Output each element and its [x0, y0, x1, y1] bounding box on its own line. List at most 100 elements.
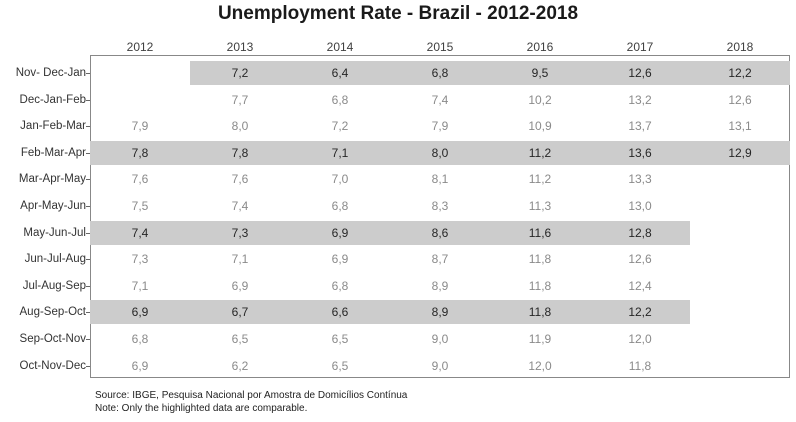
table-cell: 6,9	[131, 305, 149, 320]
table-cell: 6,9	[331, 252, 349, 267]
row-tick	[86, 73, 90, 74]
row-header: Oct-Nov-Dec	[19, 359, 86, 372]
table-cell: 12,2	[628, 305, 652, 320]
row-header: Mar-Apr-May	[18, 173, 86, 186]
table-cell: 7,4	[231, 199, 249, 213]
row-tick	[86, 339, 90, 340]
table-cell: 6,6	[331, 305, 349, 320]
table-cell: 8,3	[431, 199, 449, 213]
column-header: 2016	[526, 40, 554, 54]
table-cell: 12,8	[628, 225, 652, 240]
row-tick	[86, 206, 90, 207]
row-tick	[86, 126, 90, 128]
table-top-border	[90, 55, 790, 56]
row-tick	[86, 99, 90, 101]
table-cell: 12,6	[628, 66, 652, 80]
highlight-band	[90, 300, 690, 325]
table-cell: 11,3	[528, 199, 552, 213]
highlight-band	[90, 220, 690, 245]
table-cell: 8,7	[431, 252, 449, 267]
table-cell: 6,9	[231, 278, 249, 293]
table-cell: 7,9	[131, 119, 149, 134]
table-cell: 7,4	[131, 225, 149, 240]
row-header: Dec-Jan-Feb	[19, 93, 86, 106]
table-cell: 13,1	[728, 119, 752, 134]
table-cell: 6,9	[331, 225, 349, 240]
table-cell: 11,2	[528, 172, 552, 187]
table-cell: 6,7	[231, 305, 249, 320]
table-cell: 10,9	[528, 119, 552, 134]
row-header: Aug-Sep-Oct	[19, 306, 86, 319]
table-cell: 6,8	[431, 66, 449, 80]
row-tick	[86, 259, 90, 261]
table-cell: 6,8	[131, 332, 149, 346]
table-cell: 12,6	[628, 252, 652, 267]
table-cell: 8,0	[431, 145, 449, 160]
table-cell: 7,5	[131, 199, 149, 213]
table-cell: 6,5	[331, 332, 349, 346]
table-cell: 6,5	[331, 358, 349, 373]
row-header: May-Jun-Jul	[23, 226, 86, 239]
table-cell: 13,2	[628, 92, 652, 107]
table-cell: 7,2	[231, 66, 249, 80]
table-cell: 11,6	[528, 225, 552, 240]
table-cell: 12,6	[728, 92, 752, 107]
table-cell: 9,0	[431, 358, 449, 373]
table-cell: 6,2	[231, 358, 249, 373]
row-header: Nov- Dec-Jan	[15, 67, 86, 79]
source-line: Source: IBGE, Pesquisa Nacional por Amos…	[95, 390, 408, 401]
table-cell: 11,8	[528, 278, 552, 293]
table-cell: 11,9	[528, 332, 552, 346]
table-cell: 12,2	[728, 66, 752, 80]
table-cell: 6,9	[131, 358, 149, 373]
table-cell: 8,0	[231, 119, 249, 134]
row-header: Sep-Oct-Nov	[19, 333, 86, 345]
table-cell: 6,4	[331, 66, 349, 80]
row-header: Jun-Jul-Aug	[24, 253, 86, 266]
column-header: 2017	[626, 40, 654, 54]
table-cell: 11,8	[528, 305, 552, 320]
table-cell: 8,1	[431, 172, 449, 187]
table-cell: 7,6	[131, 172, 149, 187]
table-cell: 11,2	[528, 145, 552, 160]
row-tick	[86, 152, 90, 154]
table-cell: 9,0	[431, 332, 449, 346]
table-cell: 7,1	[131, 278, 149, 293]
table-cell: 7,8	[131, 145, 149, 160]
column-header: 2013	[226, 40, 254, 54]
chart-title: Unemployment Rate - Brazil - 2012-2018	[217, 3, 579, 24]
table-cell: 13,6	[628, 145, 652, 160]
table-cell: 12,0	[528, 358, 552, 373]
table-cell: 12,4	[628, 278, 652, 293]
table-cell: 6,8	[331, 278, 349, 293]
row-header: Apr-May-Jun	[20, 200, 86, 212]
column-header: 2015	[426, 40, 454, 54]
table-cell: 12,0	[628, 332, 652, 346]
table-cell: 7,0	[331, 172, 349, 187]
table-cell: 13,0	[628, 199, 652, 213]
row-tick	[86, 232, 90, 234]
source-note: Source: IBGE, Pesquisa Nacional por Amos…	[95, 389, 407, 415]
table-cell: 13,7	[628, 119, 652, 134]
table-cell: 6,8	[331, 199, 349, 213]
table-cell: 13,3	[628, 172, 652, 187]
table-frame	[90, 55, 790, 378]
column-header: 2014	[326, 40, 354, 54]
table-cell: 7,7	[231, 92, 249, 107]
row-tick	[86, 179, 90, 181]
table-cell: 7,3	[131, 252, 149, 267]
row-tick	[86, 285, 90, 287]
column-header: 2012	[126, 40, 154, 54]
table-cell: 11,8	[528, 252, 552, 267]
row-header: Feb-Mar-Apr	[20, 146, 86, 159]
table-cell: 12,9	[728, 145, 752, 160]
note-line: Note: Only the highlighted data are comp…	[95, 403, 308, 414]
table-cell: 11,8	[628, 358, 652, 373]
row-tick	[86, 312, 90, 314]
table-cell: 8,6	[431, 225, 449, 240]
table-cell: 9,5	[531, 66, 549, 80]
table-cell: 7,2	[331, 119, 349, 134]
table-cell: 7,1	[231, 252, 249, 267]
table-cell: 10,2	[528, 92, 552, 107]
table-cell: 6,5	[231, 332, 249, 346]
